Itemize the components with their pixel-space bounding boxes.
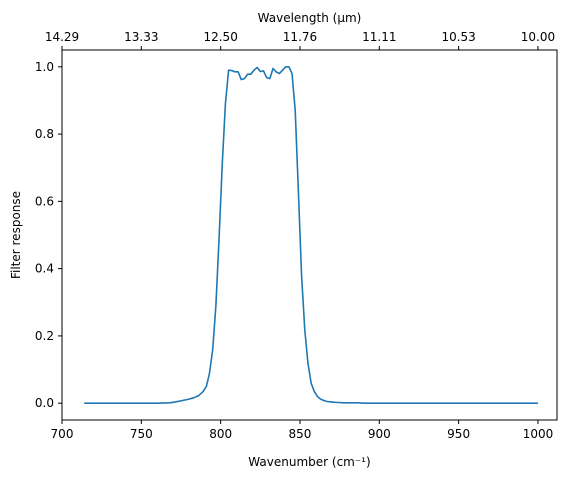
y-tick-label: 1.0 [35, 60, 54, 74]
top-tick-label: 14.29 [45, 30, 79, 44]
top-tick-label: 13.33 [124, 30, 158, 44]
x-tick-label: 900 [368, 427, 391, 441]
x-tick-label: 950 [447, 427, 470, 441]
y-tick-label: 0.2 [35, 329, 54, 343]
series-layer [84, 66, 538, 404]
y-tick-label: 0.8 [35, 127, 54, 141]
top-tick-label: 10.00 [521, 30, 555, 44]
x-tick-label: 800 [209, 427, 232, 441]
y-tick-label: 0.6 [35, 194, 54, 208]
top-axis-title: Wavelength (μm) [258, 11, 362, 25]
top-tick-label: 12.50 [203, 30, 237, 44]
top-tick-label: 11.76 [283, 30, 317, 44]
top-axis: 14.29 13.33 12.50 11.76 11.11 10.53 10.00 [45, 30, 555, 50]
x-tick-label: 1000 [523, 427, 554, 441]
top-tick-label: 11.11 [362, 30, 396, 44]
y-tick-label: 0.0 [35, 396, 54, 410]
y-tick-label: 0.4 [35, 262, 54, 276]
x-tick-label: 700 [51, 427, 74, 441]
top-tick-label: 10.53 [441, 30, 475, 44]
x-axis-title: Wavenumber (cm⁻¹) [248, 455, 370, 469]
bottom-axis: 700 750 800 850 900 950 1000 [51, 420, 554, 441]
plot-frame [61, 49, 558, 421]
x-tick-label: 750 [130, 427, 153, 441]
left-axis: 0.0 0.2 0.4 0.6 0.8 1.0 [35, 60, 62, 410]
x-tick-label: 850 [289, 427, 312, 441]
y-axis-title: Filter response [9, 191, 23, 279]
filter-response-line [84, 66, 538, 404]
